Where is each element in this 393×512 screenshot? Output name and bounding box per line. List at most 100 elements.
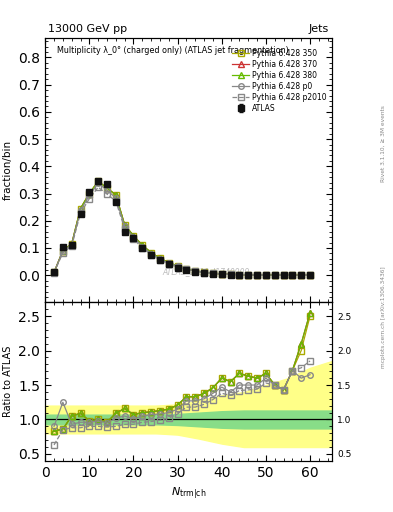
Pythia 6.428 350 bbox=[246, 272, 251, 278]
Pythia 6.428 350 bbox=[166, 260, 171, 266]
Y-axis label: fraction/bin: fraction/bin bbox=[3, 140, 13, 201]
Pythia 6.428 p2010 bbox=[246, 272, 251, 278]
Line: Pythia 6.428 p0: Pythia 6.428 p0 bbox=[51, 180, 313, 278]
Pythia 6.428 350 bbox=[87, 190, 92, 197]
Pythia 6.428 350 bbox=[264, 272, 268, 278]
Pythia 6.428 370 bbox=[166, 260, 171, 266]
Pythia 6.428 p0 bbox=[61, 248, 65, 254]
Pythia 6.428 p0 bbox=[78, 207, 83, 214]
Pythia 6.428 350 bbox=[255, 272, 259, 278]
X-axis label: $N_\mathrm{trm|ch}$: $N_\mathrm{trm|ch}$ bbox=[171, 485, 206, 501]
Pythia 6.428 p2010 bbox=[61, 250, 65, 256]
Pythia 6.428 350 bbox=[184, 266, 189, 272]
Pythia 6.428 380 bbox=[264, 272, 268, 278]
Pythia 6.428 370 bbox=[246, 272, 251, 278]
Pythia 6.428 p0 bbox=[281, 272, 286, 278]
Y-axis label: Ratio to ATLAS: Ratio to ATLAS bbox=[3, 346, 13, 417]
Pythia 6.428 370 bbox=[69, 241, 74, 247]
Pythia 6.428 350 bbox=[308, 272, 312, 278]
Pythia 6.428 380 bbox=[211, 270, 215, 276]
Line: Pythia 6.428 p2010: Pythia 6.428 p2010 bbox=[51, 184, 313, 278]
Pythia 6.428 380 bbox=[299, 272, 303, 278]
Pythia 6.428 p2010 bbox=[255, 272, 259, 278]
Pythia 6.428 350 bbox=[96, 178, 101, 184]
Pythia 6.428 370 bbox=[255, 272, 259, 278]
Pythia 6.428 370 bbox=[175, 263, 180, 269]
Pythia 6.428 p2010 bbox=[219, 271, 224, 277]
Pythia 6.428 380 bbox=[281, 272, 286, 278]
Pythia 6.428 p0 bbox=[51, 269, 56, 275]
Pythia 6.428 370 bbox=[308, 272, 312, 278]
Pythia 6.428 350 bbox=[193, 268, 198, 274]
Pythia 6.428 p2010 bbox=[264, 272, 268, 278]
Pythia 6.428 p0 bbox=[290, 272, 295, 278]
Pythia 6.428 380 bbox=[202, 269, 206, 275]
Pythia 6.428 p2010 bbox=[211, 270, 215, 276]
Pythia 6.428 350 bbox=[158, 255, 162, 262]
Pythia 6.428 p0 bbox=[202, 269, 206, 275]
Text: ATLAS_2019_I1740909: ATLAS_2019_I1740909 bbox=[162, 267, 250, 276]
Pythia 6.428 p0 bbox=[299, 272, 303, 278]
Pythia 6.428 370 bbox=[219, 271, 224, 277]
Line: Pythia 6.428 350: Pythia 6.428 350 bbox=[51, 179, 313, 278]
Pythia 6.428 370 bbox=[78, 205, 83, 211]
Text: 13000 GeV pp: 13000 GeV pp bbox=[48, 25, 127, 34]
Pythia 6.428 380 bbox=[246, 272, 251, 278]
Pythia 6.428 370 bbox=[237, 271, 242, 278]
Pythia 6.428 350 bbox=[69, 241, 74, 247]
Pythia 6.428 350 bbox=[202, 269, 206, 275]
Pythia 6.428 380 bbox=[255, 272, 259, 278]
Pythia 6.428 350 bbox=[140, 242, 145, 248]
Pythia 6.428 380 bbox=[51, 269, 56, 275]
Pythia 6.428 350 bbox=[122, 222, 127, 228]
Pythia 6.428 p0 bbox=[308, 272, 312, 278]
Pythia 6.428 p2010 bbox=[184, 266, 189, 272]
Pythia 6.428 p0 bbox=[237, 272, 242, 278]
Pythia 6.428 p0 bbox=[131, 234, 136, 240]
Pythia 6.428 370 bbox=[228, 271, 233, 278]
Pythia 6.428 p2010 bbox=[272, 272, 277, 278]
Pythia 6.428 p2010 bbox=[122, 226, 127, 232]
Pythia 6.428 p2010 bbox=[228, 271, 233, 278]
Pythia 6.428 p0 bbox=[184, 266, 189, 272]
Pythia 6.428 p2010 bbox=[105, 191, 109, 197]
Text: mcplots.cern.ch [arXiv:1306.3436]: mcplots.cern.ch [arXiv:1306.3436] bbox=[381, 267, 386, 368]
Pythia 6.428 370 bbox=[299, 272, 303, 278]
Pythia 6.428 380 bbox=[237, 271, 242, 278]
Pythia 6.428 350 bbox=[299, 272, 303, 278]
Pythia 6.428 380 bbox=[69, 241, 74, 247]
Pythia 6.428 370 bbox=[184, 266, 189, 272]
Pythia 6.428 380 bbox=[228, 271, 233, 278]
Pythia 6.428 370 bbox=[140, 242, 145, 248]
Pythia 6.428 380 bbox=[149, 249, 154, 255]
Pythia 6.428 370 bbox=[61, 248, 65, 254]
Pythia 6.428 350 bbox=[219, 271, 224, 277]
Pythia 6.428 350 bbox=[61, 248, 65, 254]
Pythia 6.428 p0 bbox=[211, 270, 215, 276]
Pythia 6.428 p2010 bbox=[96, 184, 101, 190]
Pythia 6.428 350 bbox=[228, 271, 233, 278]
Pythia 6.428 p0 bbox=[105, 187, 109, 194]
Pythia 6.428 350 bbox=[272, 272, 277, 278]
Pythia 6.428 370 bbox=[202, 269, 206, 275]
Pythia 6.428 350 bbox=[51, 269, 56, 275]
Pythia 6.428 p2010 bbox=[237, 272, 242, 278]
Pythia 6.428 380 bbox=[140, 242, 145, 248]
Pythia 6.428 380 bbox=[114, 192, 118, 198]
Pythia 6.428 p0 bbox=[246, 272, 251, 278]
Pythia 6.428 350 bbox=[149, 249, 154, 255]
Pythia 6.428 p0 bbox=[175, 263, 180, 269]
Pythia 6.428 p2010 bbox=[175, 264, 180, 270]
Pythia 6.428 p0 bbox=[140, 244, 145, 250]
Pythia 6.428 p2010 bbox=[166, 261, 171, 267]
Pythia 6.428 p0 bbox=[255, 272, 259, 278]
Pythia 6.428 370 bbox=[87, 190, 92, 197]
Pythia 6.428 370 bbox=[158, 255, 162, 262]
Pythia 6.428 370 bbox=[290, 272, 295, 278]
Pythia 6.428 p2010 bbox=[193, 268, 198, 274]
Pythia 6.428 p2010 bbox=[149, 252, 154, 258]
Text: Multiplicity λ_0° (charged only) (ATLAS jet fragmentation): Multiplicity λ_0° (charged only) (ATLAS … bbox=[57, 46, 288, 55]
Pythia 6.428 380 bbox=[166, 260, 171, 266]
Pythia 6.428 p0 bbox=[219, 271, 224, 277]
Pythia 6.428 370 bbox=[51, 269, 56, 275]
